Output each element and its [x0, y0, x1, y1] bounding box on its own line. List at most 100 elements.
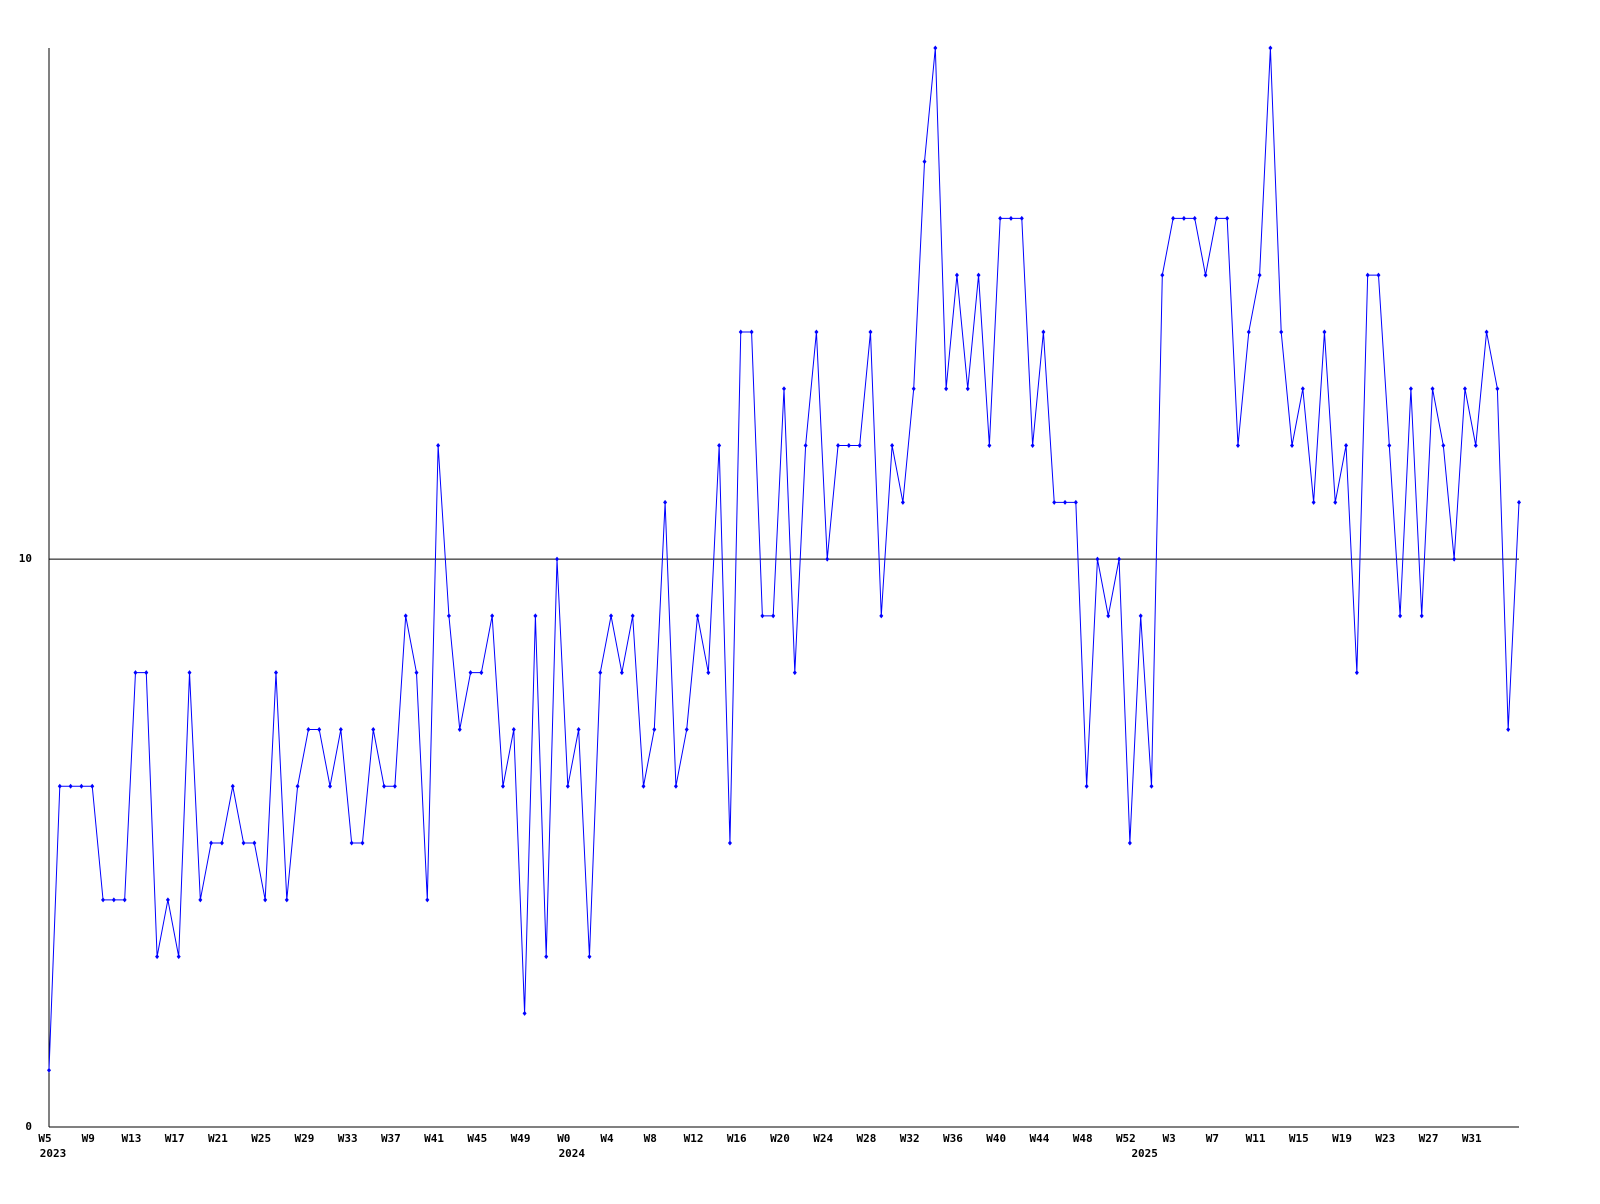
x-tick-label: W25 — [251, 1132, 271, 1145]
data-point — [111, 897, 116, 903]
data-point — [792, 670, 797, 676]
data-point — [998, 215, 1003, 221]
data-point — [1030, 443, 1035, 449]
data-point — [630, 613, 635, 619]
data-point — [1354, 670, 1359, 676]
x-tick-label: W40 — [986, 1132, 1006, 1145]
data-point — [1398, 613, 1403, 619]
data-point — [522, 1010, 527, 1016]
data-point — [457, 726, 462, 732]
data-point — [1257, 272, 1262, 278]
data-point — [933, 45, 938, 51]
data-point — [328, 783, 333, 789]
data-point — [922, 159, 927, 165]
y-tick-label: 0 — [25, 1120, 32, 1133]
x-tick-label: W4 — [600, 1132, 614, 1145]
x-tick-label: W0 — [557, 1132, 570, 1145]
data-point — [684, 726, 689, 732]
data-point — [900, 499, 905, 505]
data-point — [1084, 783, 1089, 789]
data-point — [338, 726, 343, 732]
data-point — [836, 443, 841, 449]
x-tick-label: W5 — [38, 1132, 51, 1145]
data-point — [619, 670, 624, 676]
data-point — [1246, 329, 1251, 335]
data-point — [1127, 840, 1132, 846]
data-point — [349, 840, 354, 846]
data-point — [965, 386, 970, 392]
data-point — [544, 954, 549, 960]
x-tick-label: W11 — [1246, 1132, 1266, 1145]
data-point — [1517, 499, 1521, 505]
x-tick-label: W28 — [857, 1132, 877, 1145]
data-point — [219, 840, 224, 846]
data-point — [133, 670, 138, 676]
data-point — [533, 613, 538, 619]
data-point — [1106, 613, 1111, 619]
x-tick-label: W15 — [1289, 1132, 1309, 1145]
data-point — [598, 670, 603, 676]
x-tick-label: W23 — [1375, 1132, 1395, 1145]
x-tick-label: W33 — [338, 1132, 358, 1145]
data-point — [868, 329, 873, 335]
data-point — [230, 783, 235, 789]
data-point — [306, 726, 311, 732]
data-point — [490, 613, 495, 619]
data-point — [944, 386, 949, 392]
data-point — [1214, 215, 1219, 221]
x-tick-label: W8 — [644, 1132, 657, 1145]
data-point — [673, 783, 678, 789]
x-tick-label: W36 — [943, 1132, 963, 1145]
data-point — [1160, 272, 1165, 278]
data-point — [911, 386, 916, 392]
data-point — [1430, 386, 1435, 392]
data-point — [155, 954, 160, 960]
data-point — [814, 329, 819, 335]
data-point — [749, 329, 754, 335]
data-point — [1290, 443, 1295, 449]
data-point — [1008, 215, 1013, 221]
data-point — [706, 670, 711, 676]
data-point — [1019, 215, 1024, 221]
x-tick-label: W52 — [1116, 1132, 1136, 1145]
x-tick-label: W12 — [684, 1132, 704, 1145]
data-point — [760, 613, 765, 619]
x-tick-label: W13 — [122, 1132, 142, 1145]
data-point — [1041, 329, 1046, 335]
data-point — [1279, 329, 1284, 335]
data-point — [771, 613, 776, 619]
data-point — [1181, 215, 1186, 221]
data-point — [414, 670, 419, 676]
data-point — [187, 670, 192, 676]
data-point — [57, 783, 62, 789]
data-point — [198, 897, 203, 903]
data-point — [652, 726, 657, 732]
data-point — [1171, 215, 1176, 221]
x-tick-label: W31 — [1462, 1132, 1482, 1145]
data-point — [1268, 45, 1273, 51]
data-point — [176, 954, 181, 960]
data-point — [976, 272, 981, 278]
data-point — [1344, 443, 1349, 449]
data-point — [1311, 499, 1316, 505]
data-point — [252, 840, 257, 846]
data-point — [803, 443, 808, 449]
data-point — [1117, 556, 1122, 562]
x-tick-label: W3 — [1162, 1132, 1175, 1145]
data-point — [825, 556, 830, 562]
x-tick-label: W29 — [294, 1132, 314, 1145]
data-point — [1441, 443, 1446, 449]
data-point — [738, 329, 743, 335]
data-point — [1300, 386, 1305, 392]
data-point — [511, 726, 516, 732]
data-point — [90, 783, 95, 789]
x-tick-label: W7 — [1206, 1132, 1219, 1145]
data-point — [101, 897, 106, 903]
data-point — [284, 897, 289, 903]
x-year-label: 2025 — [1131, 1147, 1158, 1160]
y-tick-label: 10 — [19, 552, 32, 565]
data-point — [425, 897, 430, 903]
x-tick-label: W16 — [727, 1132, 747, 1145]
data-point — [1235, 443, 1240, 449]
